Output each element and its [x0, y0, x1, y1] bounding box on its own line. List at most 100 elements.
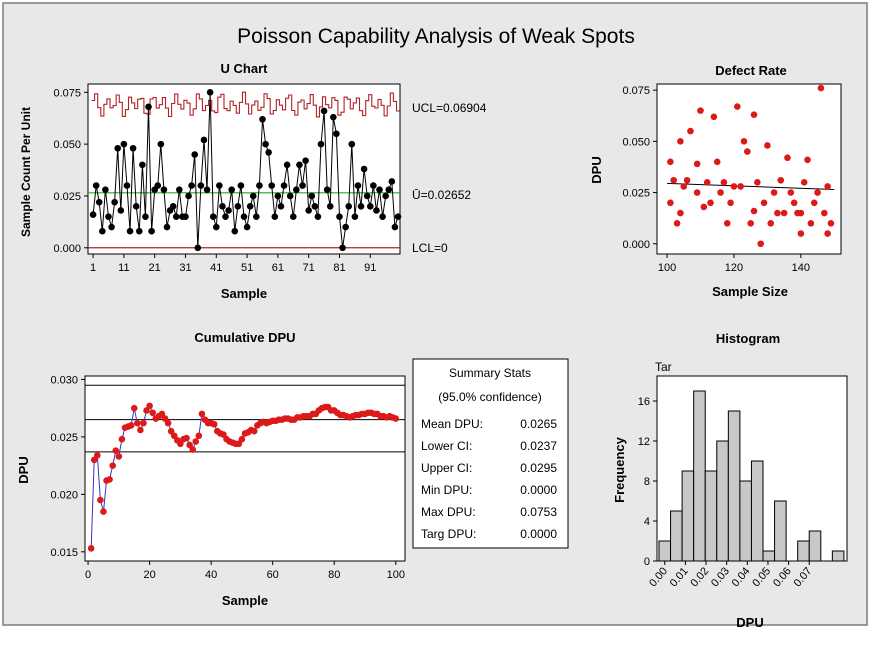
- defect-rate-point: [710, 113, 718, 121]
- defect-rate-point: [824, 230, 831, 237]
- uchart-point: [299, 182, 306, 189]
- uchart-point: [385, 186, 393, 194]
- summary-row-label: Targ DPU:: [421, 527, 476, 541]
- uchart-point: [280, 182, 288, 189]
- uchart-point: [391, 223, 399, 231]
- uchart-xtick-label: 41: [210, 262, 222, 274]
- uchart-point: [363, 192, 371, 200]
- cumulative-xtick-label: 80: [328, 569, 340, 581]
- cumulative-point: [195, 432, 203, 440]
- defect-rate-point: [683, 176, 691, 184]
- histogram-ytick-label: 16: [638, 396, 650, 408]
- defect-rate-point: [764, 142, 771, 149]
- cumulative-point: [189, 446, 196, 453]
- uchart-point: [234, 203, 242, 210]
- histogram-bar: [670, 510, 683, 562]
- histogram-ytick-label: 12: [638, 436, 650, 448]
- histogram-xlabel: DPU: [736, 615, 763, 630]
- uchart-point: [388, 178, 396, 185]
- uchart-point: [246, 203, 254, 210]
- uchart-point: [108, 223, 115, 231]
- summary-row-value: 0.0295: [520, 461, 557, 475]
- summary-row-value: 0.0000: [520, 483, 557, 497]
- uchart-point: [366, 203, 374, 210]
- cumulative-xtick-label: 20: [143, 569, 155, 581]
- summary-row-value: 0.0753: [520, 505, 557, 519]
- uchart-point: [293, 186, 300, 194]
- uchart-point: [256, 182, 263, 189]
- uchart-point: [330, 113, 337, 121]
- defect-rate-point: [667, 158, 674, 166]
- uchart-point: [105, 213, 112, 220]
- defect-rate-xtick-label: 120: [725, 262, 743, 274]
- histogram-bar: [750, 460, 764, 562]
- defect-rate-ytick-label: 0.050: [622, 136, 650, 148]
- cumulative-point: [127, 422, 135, 429]
- histogram-bar: [808, 530, 822, 562]
- uchart-point: [157, 140, 165, 148]
- defect-rate-point: [797, 230, 805, 237]
- uchart-point: [339, 244, 346, 252]
- uchart-point: [351, 213, 359, 220]
- uchart-ucl-label: UCL=0.06904: [412, 101, 487, 115]
- uchart-lcl-label: LCL=0: [412, 241, 448, 255]
- cumulative-point: [109, 462, 116, 469]
- defect-rate-ytick-label: 0.075: [622, 85, 650, 97]
- cumulative-xlabel: Sample: [222, 593, 268, 608]
- uchart-point: [111, 198, 118, 206]
- uchart-ytick-label: 0.075: [53, 87, 81, 99]
- uchart-point: [271, 213, 279, 220]
- defect-rate-point: [700, 203, 708, 211]
- uchart-xlabel: Sample: [221, 286, 267, 301]
- uchart-point: [188, 182, 195, 189]
- cumulative-point: [149, 409, 156, 417]
- uchart-point: [182, 213, 189, 220]
- defect-rate-point: [733, 103, 741, 110]
- uchart-point: [92, 182, 100, 189]
- uchart-ytick-label: 0.025: [53, 191, 81, 203]
- cumulative-point: [97, 496, 104, 504]
- cumulative-dpu-chart: Cumulative DPU 0.015 0.020 0.025 0.030 0 20 4…: [16, 330, 406, 608]
- uchart-point: [262, 140, 269, 148]
- uchart-series-line: [92, 92, 399, 248]
- uchart-point: [99, 227, 106, 235]
- cumulative-point: [192, 438, 200, 445]
- defect-rate-title: Defect Rate: [715, 63, 787, 78]
- cumulative-point: [183, 434, 190, 442]
- defect-rate-ytick-label: 0.025: [622, 188, 650, 200]
- defect-rate-point: [814, 189, 821, 196]
- uchart-point: [200, 136, 208, 144]
- uchart-point: [129, 144, 137, 152]
- summary-title: Summary Stats: [449, 366, 531, 380]
- uchart-point: [163, 223, 171, 231]
- defect-rate-plot-area: [656, 83, 842, 255]
- defect-rate-point: [780, 209, 788, 217]
- uchart-point: [320, 107, 328, 115]
- defect-rate-point: [784, 154, 791, 162]
- uchart-xtick-label: 21: [149, 262, 161, 274]
- uchart-point: [142, 213, 149, 220]
- uchart-point: [354, 182, 362, 189]
- uchart-point: [283, 161, 291, 169]
- histogram-ytick-label: 0: [644, 556, 650, 568]
- defect-rate-point: [727, 199, 734, 207]
- cumulative-xtick-label: 60: [267, 569, 279, 581]
- uchart-point: [212, 223, 220, 231]
- defect-rate-point: [677, 209, 684, 217]
- defect-rate-point: [677, 138, 684, 145]
- histogram-bar: [739, 480, 752, 562]
- defect-rate-point: [817, 84, 825, 92]
- defect-rate-xtick-label: 100: [658, 262, 676, 274]
- cumulative-point: [146, 402, 153, 410]
- histogram-tar-label: Tar: [655, 360, 672, 374]
- summary-box: [412, 358, 569, 549]
- summary-row-label: Mean DPU:: [421, 417, 483, 431]
- defect-rate-point: [730, 183, 738, 190]
- histogram-ylabel: Frequency: [612, 436, 627, 503]
- cumulative-point: [210, 420, 218, 428]
- defect-rate-chart: Defect Rate 0.000 0.025 0.050 0.075 100 120 1…: [589, 63, 842, 299]
- summary-row-label: Lower CI:: [421, 439, 472, 453]
- defect-rate-point: [810, 199, 818, 207]
- uchart-point: [342, 223, 349, 231]
- uchart-xtick-label: 1: [90, 262, 96, 274]
